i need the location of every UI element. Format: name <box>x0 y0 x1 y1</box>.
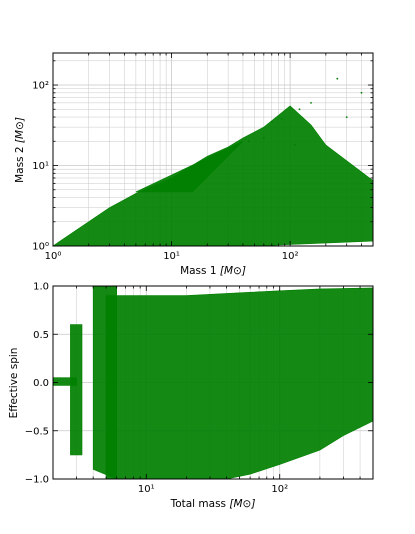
spin-chart-xlabel: Total mass [M⊙] <box>170 498 256 510</box>
x-tick-label: 10¹ <box>163 251 180 262</box>
x-tick-label: 10² <box>271 484 288 495</box>
mass-chart-ylabel: Mass 2 [M⊙] <box>14 117 26 183</box>
scatter-point <box>336 77 339 80</box>
y-tick-label: 0.0 <box>33 378 49 389</box>
mass-chart-ticks: 10⁰ 10¹ 10² 10⁰ 10¹ 10² <box>32 53 374 262</box>
y-tick-label: −0.5 <box>25 426 49 437</box>
mass-chart-frame <box>52 52 374 247</box>
mass-chart-yunit: [M⊙] <box>14 117 26 143</box>
spin-chart-data <box>52 285 374 480</box>
x-tick-label: 10¹ <box>138 484 155 495</box>
y-tick-label: 10¹ <box>32 161 49 172</box>
scatter-region-left-column <box>70 324 83 456</box>
scatter-point <box>294 144 296 146</box>
mass-chart: 10⁰ 10¹ 10² 10⁰ 10¹ 10² Mass 1 [M⊙] Mass 2 [M… <box>14 52 374 277</box>
y-tick-label: 1.0 <box>33 282 49 293</box>
spin-chart-ylabel: Effective spin <box>8 348 20 419</box>
scatter-point <box>345 116 348 118</box>
scatter-point <box>280 117 283 120</box>
scatter-region-upper-wedge <box>135 141 244 193</box>
mass-chart-xlabel-text: Mass 1 <box>180 265 216 277</box>
mass-chart-xunit: [M⊙] <box>220 265 246 277</box>
scatter-point <box>262 137 265 139</box>
x-tick-label: 10² <box>282 251 299 262</box>
y-tick-label: 0.5 <box>33 330 49 341</box>
scatter-point <box>248 140 250 143</box>
spin-chart: 10¹ 10²−1.0−0.50.00.51.0 Total mass [M⊙] … <box>8 282 374 510</box>
mass-chart-xlabel: Mass 1 [M⊙] <box>180 265 246 277</box>
x-tick-label: 10⁰ <box>45 251 62 262</box>
scatter-point <box>360 91 363 94</box>
scatter-point <box>310 102 312 104</box>
spin-chart-ticks: 10¹ 10² −1.0 −0.5 0.0 0.5 1.0 <box>25 282 374 495</box>
mass-chart-ylabel-text: Mass 2 <box>14 146 26 182</box>
scatter-point <box>298 108 301 111</box>
y-tick-label: 10⁰ <box>32 242 49 253</box>
spin-chart-xlabel-text: Total mass <box>170 498 226 510</box>
scatter-region-tall-column <box>92 285 117 480</box>
scatter-point <box>270 120 273 123</box>
y-tick-label: 10² <box>32 81 49 92</box>
y-tick-label: −1.0 <box>25 475 49 486</box>
spin-chart-xunit: [M⊙] <box>229 498 255 510</box>
